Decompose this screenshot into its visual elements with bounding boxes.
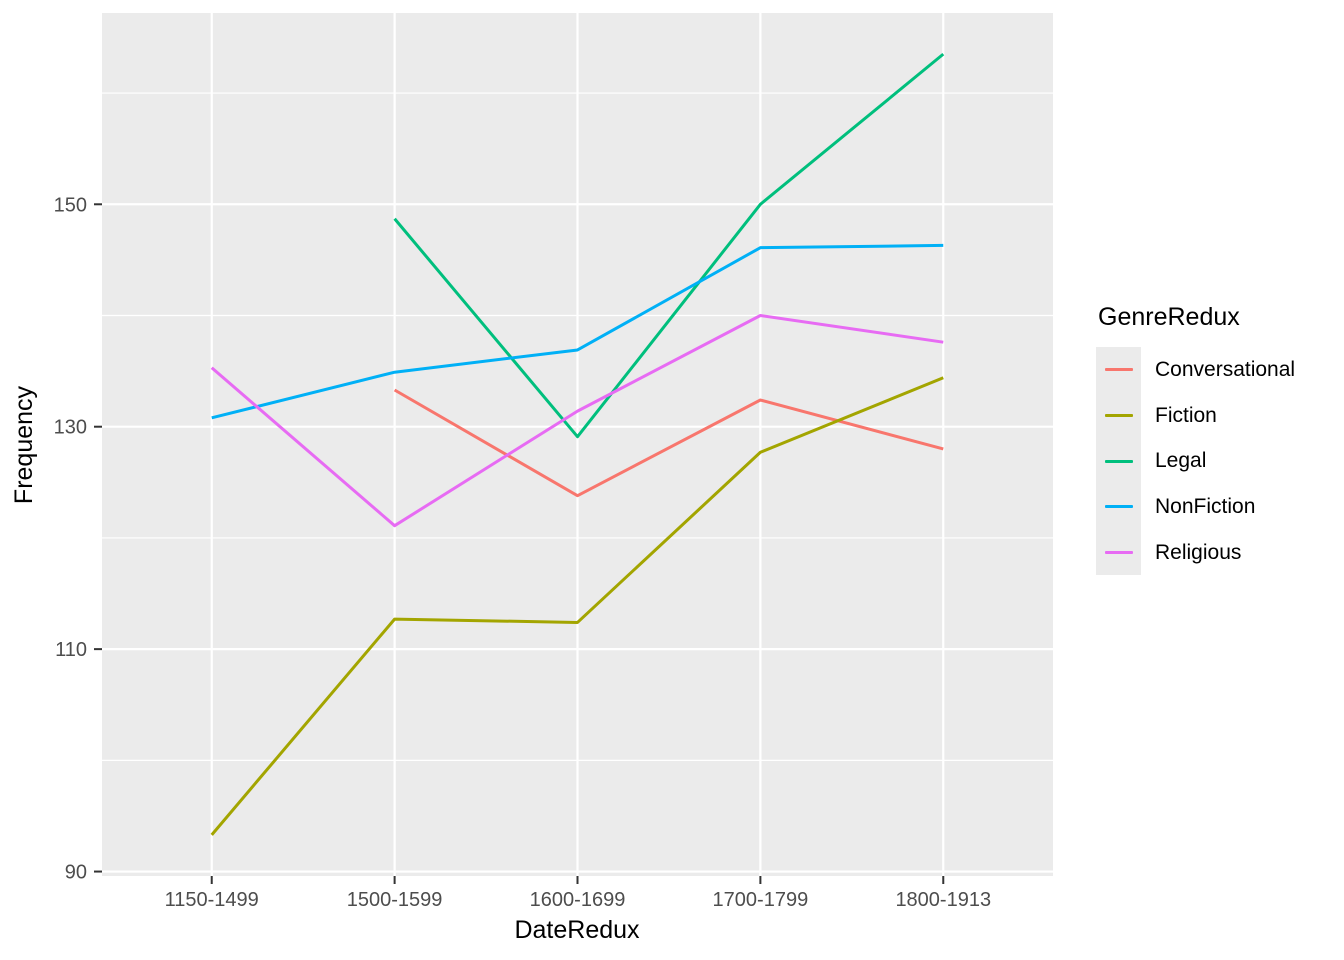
axis-tick-marks <box>94 203 945 884</box>
legend-key-line <box>1104 551 1133 555</box>
legend-key-line <box>1104 368 1133 372</box>
legend-key <box>1096 347 1141 393</box>
series-line-nonfiction <box>211 243 944 420</box>
legend: GenreRedux Conversational Fiction Legal Non… <box>1096 303 1336 576</box>
major-gridlines <box>102 13 1053 876</box>
legend-item-legal: Legal <box>1096 438 1336 485</box>
y-tick-label: 110 <box>55 639 87 661</box>
legend-title: GenreRedux <box>1098 303 1240 331</box>
legend-item-nonfiction: NonFiction <box>1096 484 1336 530</box>
x-tick-label: 1150-1499 <box>165 889 259 911</box>
series-line-fiction <box>210 376 944 836</box>
y-tick-label: 150 <box>54 194 87 216</box>
legend-key-line <box>1104 459 1133 463</box>
legend-item-fiction: Fiction <box>1096 392 1336 439</box>
legend-item-religious: Religious <box>1096 529 1336 576</box>
legend-label: Religious <box>1155 540 1242 564</box>
y-axis-title: Frequency <box>10 385 38 504</box>
x-tick-label: 1600-1699 <box>530 889 626 911</box>
series-lines <box>210 52 945 836</box>
x-tick-label: 1700-1799 <box>713 889 809 911</box>
legend-item-conversational: Conversational <box>1096 347 1336 393</box>
series-line-legal <box>393 52 945 439</box>
y-tick-label: 130 <box>54 417 87 439</box>
x-axis-tick-labels: 1150-1499 1500-1599 1600-1699 1700-1799 1800… <box>165 889 991 911</box>
legend-key-line <box>1104 414 1133 418</box>
legend-key <box>1096 438 1141 485</box>
legend-label: NonFiction <box>1155 494 1256 518</box>
x-tick-label: 1500-1599 <box>347 889 443 911</box>
legend-label: Legal <box>1155 449 1207 473</box>
y-axis-tick-labels: 90 110 130 150 <box>54 194 87 883</box>
series-line-conversational <box>393 388 944 498</box>
legend-key-line <box>1104 505 1133 509</box>
legend-items: Conversational Fiction Legal NonFiction Reli… <box>1096 347 1336 576</box>
legend-label: Conversational <box>1155 357 1296 381</box>
x-tick-label: 1800-1913 <box>895 889 991 911</box>
x-axis-title: DateRedux <box>514 916 640 944</box>
legend-label: Fiction <box>1155 403 1217 427</box>
series-line-religious <box>210 313 944 528</box>
legend-key <box>1096 392 1141 439</box>
legend-key <box>1096 529 1141 576</box>
y-tick-label: 90 <box>65 862 87 884</box>
legend-key <box>1096 484 1141 530</box>
